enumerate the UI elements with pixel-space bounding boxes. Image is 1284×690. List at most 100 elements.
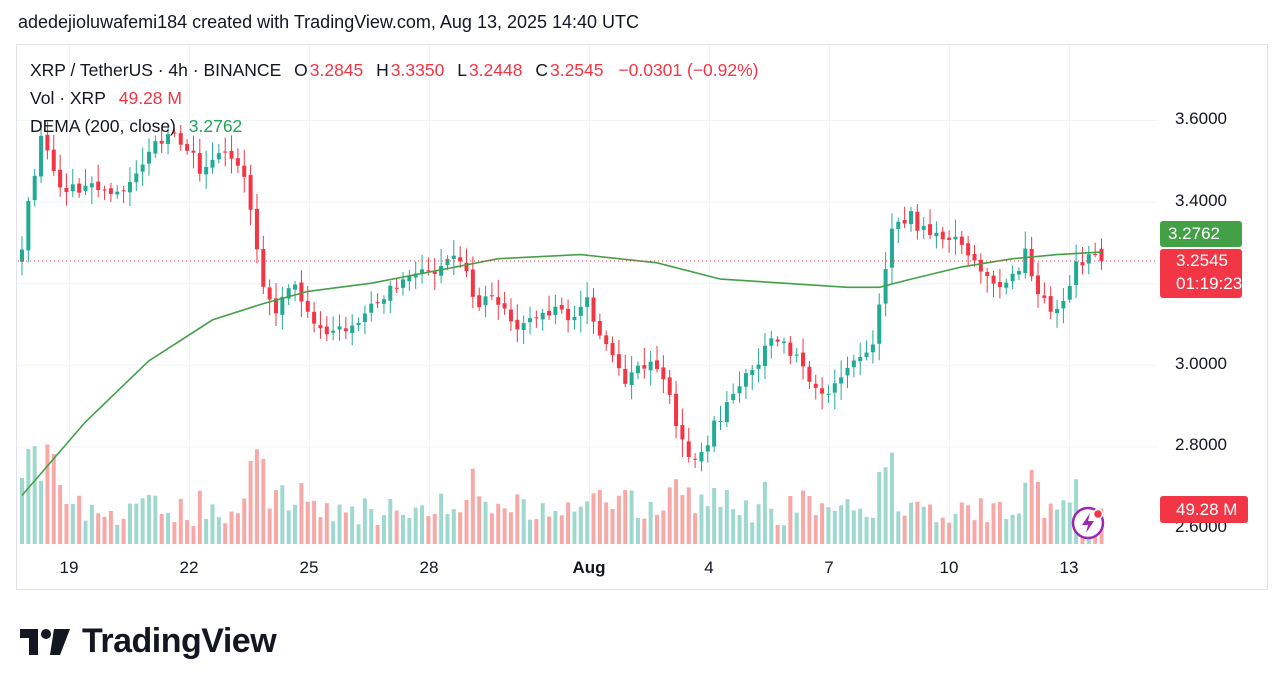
legend-dema: DEMA (200, close) 3.2762: [30, 116, 244, 137]
candle-body: [718, 421, 723, 423]
high-label: H: [376, 60, 389, 80]
candle-body: [1010, 273, 1015, 282]
high-value: 3.3350: [390, 60, 445, 80]
dema-value: 3.2762: [188, 116, 243, 136]
volume-bar: [1042, 517, 1047, 544]
volume-bar: [851, 510, 856, 544]
candle-body: [572, 316, 577, 321]
candle-body: [1023, 248, 1028, 274]
candle-body: [807, 366, 812, 382]
candle-body: [39, 135, 44, 177]
candle-body: [426, 270, 431, 272]
candle-body: [528, 318, 532, 323]
y-tick-label: 3.6000: [1175, 109, 1227, 128]
volume-bar: [286, 510, 291, 544]
volume-bar: [521, 499, 526, 544]
candle-body: [1036, 275, 1040, 295]
x-tick-label: 28: [419, 558, 439, 577]
volume-bar: [959, 502, 964, 544]
volume-bar: [712, 487, 717, 544]
candle-body: [991, 275, 996, 284]
volume-bar: [743, 500, 748, 544]
candle-body: [458, 257, 463, 262]
candle-body: [1004, 282, 1009, 288]
candle-body: [775, 339, 780, 342]
volume-bar: [762, 481, 767, 544]
volume-bar: [356, 524, 361, 544]
candle-body: [832, 383, 837, 393]
volume-bar: [585, 501, 590, 544]
candle-body: [953, 236, 958, 240]
volume-bar: [864, 516, 869, 544]
candle-body: [331, 330, 336, 333]
x-tick-label: 13: [1059, 558, 1079, 577]
volume-bar: [788, 495, 793, 544]
dema-label[interactable]: DEMA (200, close): [30, 116, 176, 136]
candle-body: [445, 258, 450, 266]
candle-body: [858, 356, 863, 362]
volume-bar: [801, 490, 806, 544]
volume-bar: [280, 485, 285, 544]
last-price-tag: 3.2545 01:19:23: [1160, 249, 1242, 298]
volume-bar: [248, 460, 253, 544]
volume-bar: [674, 479, 679, 544]
candle-body: [604, 335, 609, 345]
volume-bar: [381, 515, 386, 544]
candle-body: [89, 183, 94, 188]
volume-bar: [96, 513, 101, 544]
chart-panel[interactable]: [16, 44, 1268, 590]
low-label: L: [457, 60, 467, 80]
candle-body: [889, 228, 894, 268]
candle-body: [1016, 271, 1021, 275]
x-tick-label: 25: [299, 558, 319, 577]
volume-bar: [451, 509, 456, 544]
candle-body: [77, 183, 82, 193]
last-price-value: 3.2545: [1176, 251, 1228, 270]
volume-bar: [229, 511, 234, 544]
candle-body: [70, 184, 75, 192]
candle-body: [851, 360, 856, 368]
candle-body: [58, 169, 63, 188]
candle-body: [324, 326, 329, 335]
volume-bar: [178, 498, 183, 544]
candle-body: [381, 299, 386, 304]
volume-bar: [648, 501, 653, 544]
low-value: 3.2448: [468, 60, 523, 80]
volume-bar: [147, 495, 151, 544]
volume-bar: [693, 513, 698, 544]
volume-bar: [597, 490, 602, 544]
candle-body: [756, 364, 761, 369]
volume-bar: [401, 514, 405, 544]
candle-body: [286, 288, 291, 299]
candle-body: [496, 297, 501, 305]
candle-body: [635, 365, 640, 374]
lightning-icon[interactable]: [1071, 506, 1105, 540]
candle-body: [915, 211, 920, 231]
volume-bar: [477, 496, 482, 544]
volume-bar: [375, 525, 380, 544]
volume-bar: [102, 516, 107, 544]
volume-bar: [254, 449, 259, 544]
volume-bar: [566, 502, 571, 544]
volume-label[interactable]: Vol · XRP: [30, 88, 106, 108]
candle-body: [439, 265, 444, 276]
volume-bar: [432, 513, 437, 544]
candle-body: [223, 151, 228, 153]
volume-bar: [407, 518, 412, 544]
candle-body: [127, 181, 132, 193]
volume-bar: [775, 524, 780, 544]
candle-body: [540, 312, 545, 320]
volume-bar: [934, 522, 939, 544]
candle-body: [845, 367, 850, 376]
volume-bar: [439, 493, 444, 544]
candle-body: [813, 383, 818, 388]
volume-bar: [667, 487, 672, 544]
volume-bar: [794, 512, 799, 544]
candle-body: [788, 342, 793, 356]
volume-bar: [870, 517, 875, 544]
candle-body: [877, 304, 882, 344]
volume-bar: [578, 506, 583, 544]
candle-body: [940, 231, 945, 240]
symbol-label[interactable]: XRP / TetherUS · 4h · BINANCE: [30, 60, 282, 80]
